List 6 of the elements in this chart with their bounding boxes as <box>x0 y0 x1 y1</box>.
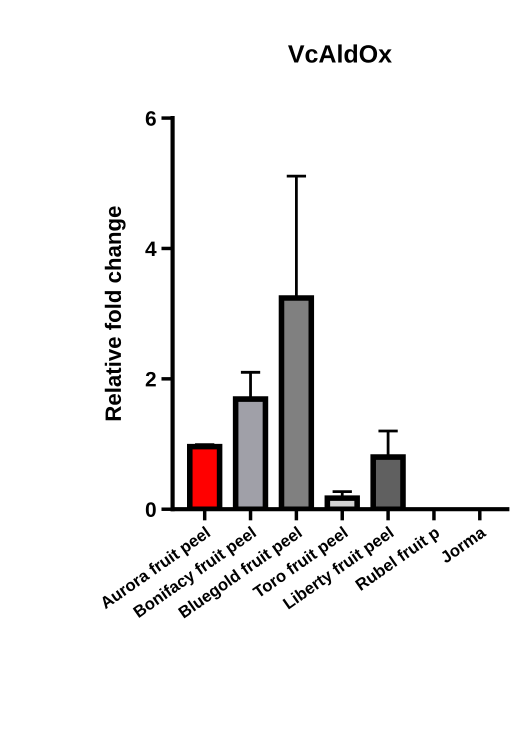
y-tick-label: 6 <box>146 111 156 126</box>
y-tick-label: 2 <box>146 372 156 386</box>
y-tick-label: 4 <box>145 242 157 256</box>
chart-title: VcAldOx <box>288 44 392 63</box>
y-axis-title: Relative fold change <box>104 206 126 420</box>
y-tick-label: 0 <box>146 502 156 517</box>
